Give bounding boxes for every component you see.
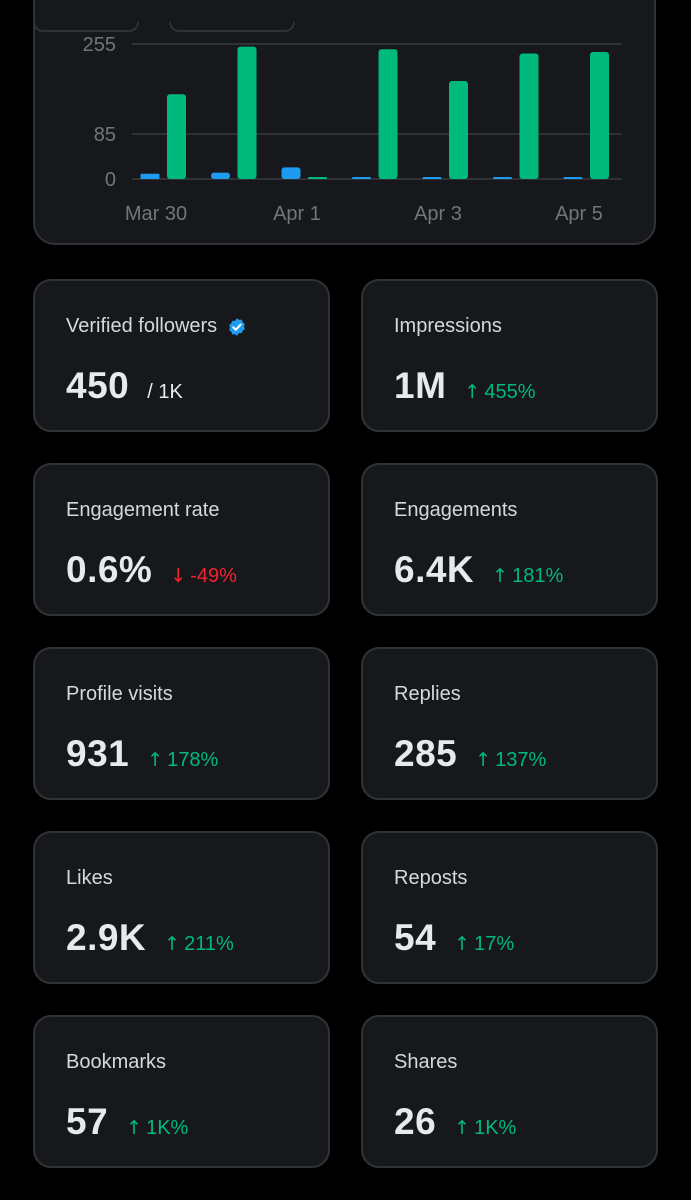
stat-value-row: 2.9K ↑ 211%	[66, 917, 234, 959]
stat-value: 0.6%	[66, 549, 153, 590]
stat-change-value: 137%	[495, 749, 547, 771]
stat-label: Reposts	[394, 867, 468, 889]
stat-card-engagement-rate[interactable]: Engagement rate 0.6% ↓ -49%	[33, 463, 330, 616]
bar-green-mar-30[interactable]	[167, 94, 186, 179]
x-tick-label: Apr 1	[273, 203, 321, 225]
x-tick-label: Apr 3	[414, 203, 462, 225]
arrow-up-icon: ↑	[147, 749, 164, 771]
stat-change: ↑ 1K%	[454, 1117, 516, 1140]
stat-change: ↑ 181%	[492, 565, 563, 588]
stat-change: ↑ 17%	[454, 933, 514, 956]
bar-blue-apr-4[interactable]	[493, 177, 512, 179]
chart-card	[33, 0, 656, 245]
arrow-up-icon: ↑	[164, 933, 181, 955]
arrow-up-icon: ↑	[454, 1117, 471, 1139]
stat-value: 54	[394, 917, 437, 958]
stat-card-impressions[interactable]: Impressions 1M ↑ 455%	[361, 279, 658, 432]
y-tick-label: 85	[94, 124, 116, 146]
stat-label: Engagements	[394, 499, 518, 521]
stat-label: Engagement rate	[66, 499, 220, 521]
stat-card-verified-followers[interactable]: Verified followers 450 / 1K	[33, 279, 330, 432]
stat-value-row: 54 ↑ 17%	[394, 917, 514, 959]
verified-badge-icon	[229, 317, 246, 336]
stat-value-row: 285 ↑ 137%	[394, 733, 546, 775]
stat-value-row: 1M ↑ 455%	[394, 365, 535, 407]
stat-label: Shares	[394, 1051, 458, 1073]
bar-green-apr-2[interactable]	[378, 49, 398, 180]
bar-green-apr-4[interactable]	[519, 53, 539, 179]
stat-label: Bookmarks	[66, 1051, 167, 1073]
stat-change: ↑ 178%	[147, 749, 218, 772]
stat-label: Impressions	[394, 315, 502, 337]
arrow-down-icon: ↓	[170, 565, 187, 587]
bar-blue-apr-1[interactable]	[281, 167, 301, 179]
stat-value-row: 26 ↑ 1K%	[394, 1101, 516, 1143]
stat-value: 1M	[394, 365, 447, 406]
arrow-up-icon: ↑	[126, 1117, 143, 1139]
bar-blue-mar-31[interactable]	[211, 172, 230, 179]
stat-value: 285	[394, 733, 458, 774]
stat-card-profile-visits[interactable]: Profile visits 931 ↑ 178%	[33, 647, 330, 800]
stat-change-value: 211%	[184, 933, 234, 955]
stat-card-bookmarks[interactable]: Bookmarks 57 ↑ 1K%	[33, 1015, 330, 1168]
stat-value: 26	[394, 1101, 437, 1142]
stat-change: ↑ 455%	[464, 381, 535, 404]
stat-change-value: 1K%	[146, 1117, 189, 1139]
stat-change-value: 17%	[474, 933, 515, 955]
stat-value: 6.4K	[394, 549, 475, 590]
stat-value-row: 450 / 1K	[66, 365, 183, 407]
stat-label-text: Verified followers	[66, 315, 218, 337]
stat-value: 931	[66, 733, 130, 774]
bar-blue-apr-3[interactable]	[422, 177, 442, 179]
stat-card-replies[interactable]: Replies 285 ↑ 137%	[361, 647, 658, 800]
x-tick-label: Mar 30	[125, 203, 187, 225]
x-tick-label: Apr 5	[555, 203, 603, 225]
stat-change-value: 1K%	[474, 1117, 517, 1139]
stat-card-likes[interactable]: Likes 2.9K ↑ 211%	[33, 831, 330, 984]
stat-value: 57	[66, 1101, 109, 1142]
bar-chart: 255 85 0 Mar 30 Apr 1 Apr 3 Apr 5	[83, 34, 622, 225]
stat-change-value: 178%	[167, 749, 219, 771]
stat-value-row: 57 ↑ 1K%	[66, 1101, 188, 1143]
stat-change: ↑ 137%	[475, 749, 546, 772]
bar-blue-apr-5[interactable]	[563, 177, 583, 179]
stat-change-value: 455%	[484, 381, 536, 403]
stat-value-row: 931 ↑ 178%	[66, 733, 218, 775]
arrow-up-icon: ↑	[492, 565, 509, 587]
stat-card-reposts[interactable]: Reposts 54 ↑ 17%	[361, 831, 658, 984]
stat-value-row: 6.4K ↑ 181%	[394, 549, 563, 591]
stat-card-engagements[interactable]: Engagements 6.4K ↑ 181%	[361, 463, 658, 616]
stat-change-value: 181%	[512, 565, 564, 587]
arrow-up-icon: ↑	[475, 749, 492, 771]
y-tick-label: 0	[105, 169, 116, 191]
stat-change: ↑ 211%	[164, 933, 234, 956]
arrow-up-icon: ↑	[464, 381, 481, 403]
stat-label: Replies	[394, 683, 461, 705]
stat-label: Likes	[66, 867, 113, 889]
bar-green-apr-1[interactable]	[308, 177, 327, 179]
stat-label: Verified followers	[66, 315, 247, 338]
stat-value: 450	[66, 365, 130, 406]
stat-change-value: -49%	[190, 565, 237, 587]
bar-blue-apr-2[interactable]	[352, 177, 371, 179]
stat-change: ↓ -49%	[170, 565, 237, 588]
stat-value: 2.9K	[66, 917, 147, 958]
arrow-up-icon: ↑	[454, 933, 471, 955]
stat-change: ↑ 1K%	[126, 1117, 188, 1140]
stat-value-row: 0.6% ↓ -49%	[66, 549, 237, 591]
stat-card-shares[interactable]: Shares 26 ↑ 1K%	[361, 1015, 658, 1168]
stat-label: Profile visits	[66, 683, 173, 705]
bar-blue-mar-30[interactable]	[140, 173, 160, 179]
bar-green-apr-5[interactable]	[590, 51, 609, 179]
stat-goal: / 1K	[147, 381, 183, 403]
bar-green-mar-31[interactable]	[237, 46, 257, 179]
y-tick-label: 255	[83, 34, 116, 56]
bar-green-apr-3[interactable]	[449, 81, 468, 179]
